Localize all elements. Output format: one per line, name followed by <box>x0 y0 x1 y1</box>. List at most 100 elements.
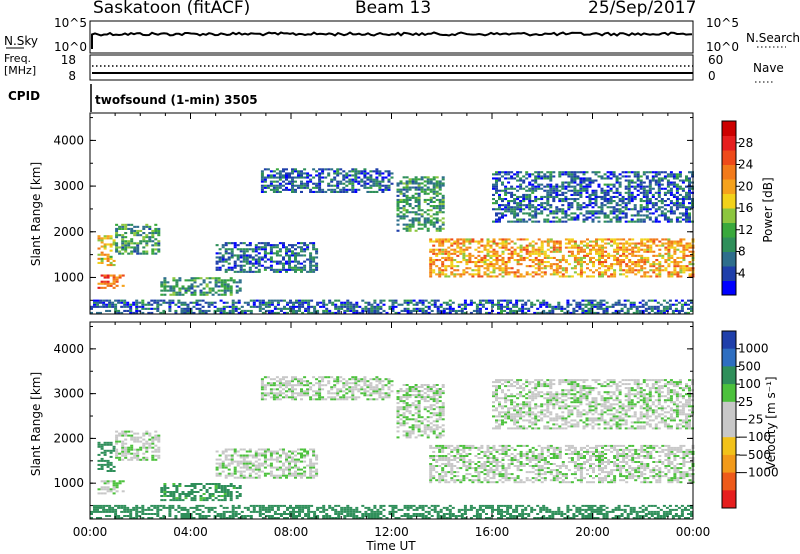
power-cell <box>558 171 562 174</box>
power-cell <box>400 309 404 312</box>
power-cell <box>459 273 463 276</box>
power-cell <box>492 193 495 196</box>
power-cell <box>438 242 442 245</box>
power-cell <box>357 176 361 179</box>
power-cell <box>118 276 122 279</box>
power-cell <box>348 170 352 173</box>
power-cell <box>223 281 227 284</box>
power-cell <box>548 303 552 306</box>
velocity-cell <box>233 448 237 451</box>
power-cell <box>606 214 610 217</box>
power-cell <box>417 200 421 203</box>
power-cell <box>504 244 508 247</box>
power-cell <box>540 248 544 251</box>
power-cell <box>576 206 580 209</box>
power-cell <box>273 299 277 302</box>
power-cell <box>510 267 514 270</box>
power-cell <box>663 216 667 219</box>
power-cell <box>291 246 294 249</box>
power-cell <box>254 248 258 251</box>
power-cell <box>312 260 316 263</box>
power-cell <box>675 216 679 219</box>
power-cell <box>228 309 232 312</box>
velocity-cell <box>148 444 152 447</box>
velocity-cell <box>190 485 194 487</box>
power-cell <box>513 214 517 217</box>
power-cell <box>435 190 439 193</box>
velocity-cell <box>375 390 379 393</box>
power-cell <box>624 198 628 201</box>
velocity-cell <box>282 464 285 467</box>
power-cell <box>411 219 415 222</box>
power-cell <box>624 179 628 182</box>
power-cell <box>649 263 653 266</box>
power-cell <box>315 264 319 267</box>
velocity-cell <box>272 398 276 401</box>
power-cell <box>429 275 433 278</box>
power-cell <box>539 301 543 304</box>
power-cell <box>642 189 646 192</box>
power-cell <box>420 227 424 230</box>
power-cell <box>109 255 113 258</box>
power-cell <box>421 303 425 306</box>
power-cell <box>115 248 119 251</box>
power-cell <box>609 195 613 198</box>
power-cell <box>199 291 203 294</box>
power-cell <box>474 263 478 266</box>
power-cell <box>288 266 291 269</box>
power-cell <box>551 309 555 312</box>
power-cell <box>662 299 666 302</box>
power-cell <box>607 267 611 270</box>
power-cell <box>626 307 630 310</box>
power-cell <box>495 254 499 257</box>
power-cell <box>217 285 221 288</box>
nsky-tick-bottom: 10^0 <box>54 40 87 54</box>
power-cell <box>349 307 353 310</box>
power-cell <box>124 240 128 243</box>
power-cell <box>667 252 671 255</box>
velocity-cell <box>151 436 155 439</box>
power-cell <box>150 307 154 310</box>
velocity-cell <box>118 440 122 443</box>
power-cell <box>534 263 538 266</box>
power-cell <box>596 307 600 310</box>
power-cell <box>552 263 556 266</box>
power-cell <box>474 256 478 259</box>
power-cell <box>154 238 158 241</box>
power-cell <box>450 252 454 255</box>
power-cell <box>168 309 172 312</box>
power-cell <box>573 193 577 196</box>
power-cell <box>548 311 552 314</box>
power-cell <box>588 193 592 196</box>
power-cell <box>435 273 439 276</box>
power-cell <box>245 256 249 259</box>
velocity-cell <box>175 491 179 493</box>
velocity-cell <box>227 454 231 457</box>
power-cell <box>618 220 622 223</box>
power-cell <box>513 220 517 223</box>
velocity-cell <box>97 459 101 462</box>
power-cell <box>160 281 164 284</box>
power-cell <box>435 198 439 201</box>
power-cell <box>546 238 550 241</box>
power-cell <box>378 188 382 191</box>
power-cell <box>610 254 614 257</box>
power-cell <box>357 172 361 175</box>
power-cell <box>672 202 676 205</box>
power-cell <box>561 273 565 276</box>
velocity-cell <box>97 443 101 446</box>
velocity-cell <box>297 474 300 477</box>
power-cell <box>604 273 608 276</box>
power-cell <box>222 305 226 308</box>
power-cell <box>351 188 355 191</box>
velocity-cell <box>269 456 273 459</box>
power-cell <box>606 200 610 203</box>
velocity-cell <box>151 450 155 453</box>
power-cell <box>412 309 416 312</box>
power-cell <box>645 204 649 207</box>
power-cell <box>263 184 267 187</box>
velocity-cell <box>106 459 110 462</box>
power-cell <box>657 173 661 176</box>
power-cell <box>513 242 517 245</box>
power-cell <box>685 220 688 223</box>
